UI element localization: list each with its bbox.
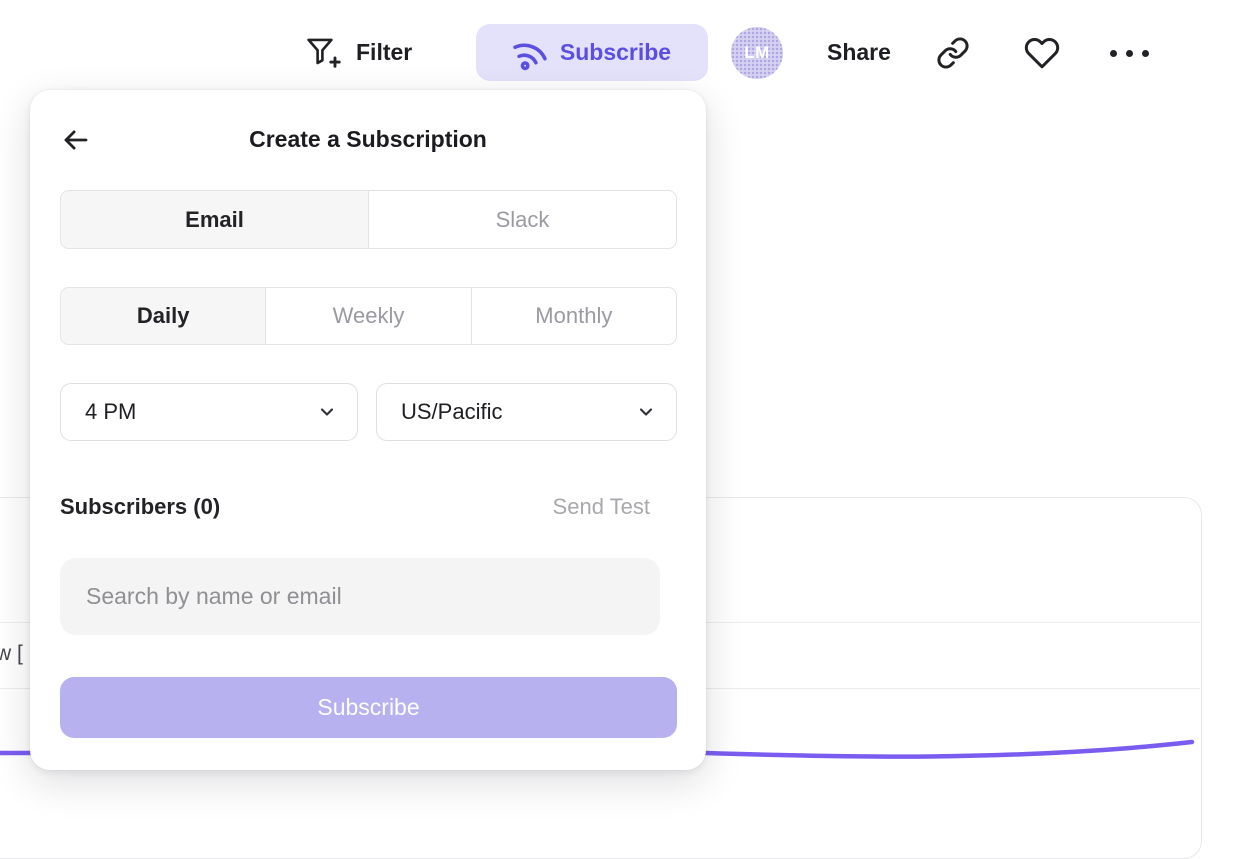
tab-slack[interactable]: Slack bbox=[369, 191, 676, 248]
copy-link-button[interactable] bbox=[936, 27, 970, 79]
heart-icon bbox=[1024, 35, 1060, 71]
create-subscription-modal: Create a Subscription Email Slack Daily … bbox=[30, 90, 706, 770]
more-options-button[interactable] bbox=[1110, 27, 1149, 79]
share-button[interactable]: Share bbox=[827, 26, 891, 78]
favorite-button[interactable] bbox=[1024, 27, 1060, 79]
user-avatar[interactable]: LM bbox=[731, 27, 783, 79]
time-select[interactable]: 4 PM bbox=[60, 383, 358, 441]
clipped-row-text: w [ bbox=[0, 642, 23, 665]
back-button[interactable] bbox=[60, 124, 92, 156]
tab-daily[interactable]: Daily bbox=[61, 288, 267, 344]
subscribe-toggle-button[interactable]: Subscribe bbox=[476, 24, 708, 81]
link-icon bbox=[936, 36, 970, 70]
tab-monthly[interactable]: Monthly bbox=[471, 288, 676, 344]
arrow-left-icon bbox=[61, 125, 91, 155]
timezone-select-value: US/Pacific bbox=[401, 399, 503, 424]
filter-label: Filter bbox=[356, 38, 413, 65]
subscribe-submit-button[interactable]: Subscribe bbox=[60, 677, 677, 738]
subscriber-search-input[interactable] bbox=[60, 558, 660, 635]
chevron-down-icon bbox=[636, 402, 656, 422]
filter-button[interactable]: Filter bbox=[305, 26, 412, 78]
send-test-button[interactable]: Send Test bbox=[552, 494, 650, 519]
avatar-initials: LM bbox=[744, 43, 770, 62]
toolbar: Filter Subscribe LM Share bbox=[0, 0, 1234, 100]
share-label: Share bbox=[827, 38, 891, 65]
channel-tabs: Email Slack bbox=[60, 190, 677, 249]
modal-title: Create a Subscription bbox=[249, 126, 487, 152]
ellipsis-icon bbox=[1110, 49, 1149, 57]
time-select-value: 4 PM bbox=[85, 399, 137, 424]
rss-icon bbox=[507, 30, 552, 75]
tab-email[interactable]: Email bbox=[61, 191, 369, 248]
filter-plus-icon bbox=[305, 36, 341, 69]
timezone-select[interactable]: US/Pacific bbox=[376, 383, 677, 441]
tab-weekly[interactable]: Weekly bbox=[266, 288, 472, 344]
frequency-tabs: Daily Weekly Monthly bbox=[60, 287, 677, 345]
chevron-down-icon bbox=[317, 402, 337, 422]
subscribers-count-label: Subscribers (0) bbox=[60, 494, 221, 519]
subscribe-label: Subscribe bbox=[559, 39, 672, 65]
